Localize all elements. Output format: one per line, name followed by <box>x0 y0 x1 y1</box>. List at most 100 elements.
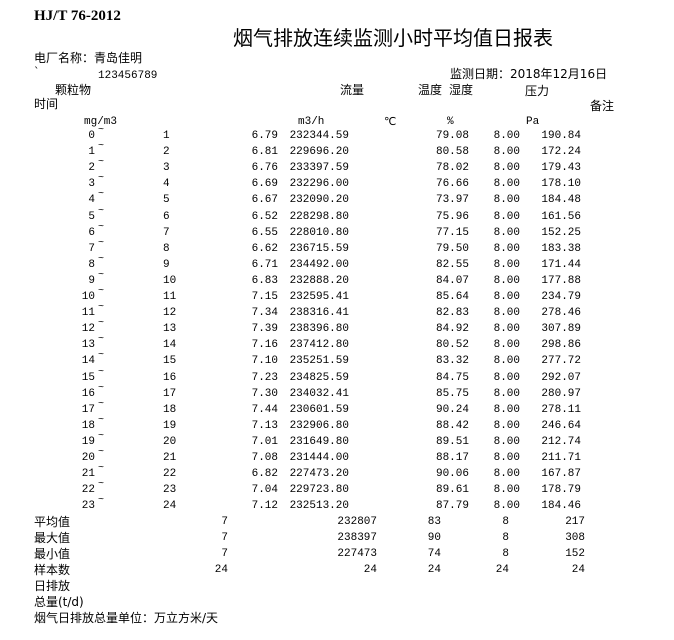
tilde-separator: ~ <box>98 382 105 394</box>
flow-value: 238316.41 <box>289 307 349 320</box>
tilde-separator: ~ <box>98 463 105 475</box>
humidity-value: 8.00 <box>493 258 520 271</box>
tilde-separator: ~ <box>98 189 105 201</box>
humidity-value: 8.00 <box>493 355 520 368</box>
temperature-value: 90.24 <box>435 403 469 416</box>
end-hour: 9 <box>163 258 170 271</box>
temperature-value: 84.07 <box>435 274 469 287</box>
temperature-value: 73.97 <box>435 194 469 207</box>
humidity-value: 8.00 <box>493 435 520 448</box>
pressure-value: 179.43 <box>541 162 581 175</box>
particulate-value: 6.83 <box>251 274 278 287</box>
summary-value: 24 <box>571 564 585 576</box>
tilde-separator: ~ <box>98 237 105 249</box>
humidity-value: 8.00 <box>493 452 520 464</box>
end-hour: 2 <box>163 146 170 159</box>
pressure-value: 171.44 <box>541 258 581 271</box>
end-hour: 17 <box>163 387 177 400</box>
temperature-value: 89.51 <box>435 435 469 448</box>
flow-value: 227473.20 <box>289 468 349 481</box>
flow-value: 228010.80 <box>289 226 349 239</box>
humidity-value: 8.00 <box>493 500 520 513</box>
unit-pressure: Pa <box>526 116 540 128</box>
flow-value: 236715.59 <box>289 242 349 255</box>
start-hour: 12 <box>81 323 95 336</box>
tilde-separator: ~ <box>98 205 105 217</box>
summary-value: 238397 <box>337 532 377 544</box>
monitoring-date: 监测日期：2018年12月16日 <box>450 67 608 81</box>
particulate-value: 7.13 <box>251 419 278 432</box>
start-hour: 3 <box>88 178 95 191</box>
humidity-value: 8.00 <box>493 387 520 400</box>
end-hour: 8 <box>163 242 170 255</box>
header-temperature: 温度 <box>418 83 443 97</box>
temperature-value: 87.79 <box>435 500 469 513</box>
flow-value: 232513.20 <box>289 500 349 513</box>
humidity-value: 8.00 <box>493 210 520 223</box>
humidity-value: 8.00 <box>493 371 520 384</box>
summary-value: 8 <box>502 516 509 528</box>
end-hour: 24 <box>163 500 177 513</box>
summary-value: 227473 <box>337 548 377 560</box>
temperature-value: 85.64 <box>435 291 469 303</box>
humidity-value: 8.00 <box>493 468 520 481</box>
end-hour: 13 <box>163 323 177 336</box>
pressure-value: 190.84 <box>541 130 581 142</box>
flow-value: 232344.59 <box>289 130 349 142</box>
pressure-value: 177.88 <box>541 274 581 287</box>
summary-value: 90 <box>427 532 441 544</box>
temperature-value: 80.52 <box>435 339 469 352</box>
pressure-value: 234.79 <box>541 291 581 303</box>
particulate-value: 7.04 <box>251 484 278 497</box>
summary-label: 样本数 <box>34 563 71 577</box>
daily-emission-label: 日排放 <box>34 579 71 593</box>
start-hour: 15 <box>81 371 95 384</box>
humidity-value: 8.00 <box>493 291 520 303</box>
flow-value: 232906.80 <box>289 419 349 432</box>
tilde-separator: ~ <box>98 141 105 153</box>
daily-emission-total-label: 总量(t/d) <box>34 595 84 609</box>
header-time: 时间 <box>34 97 59 111</box>
summary-value: 24 <box>363 564 377 576</box>
particulate-value: 7.44 <box>251 403 278 416</box>
end-hour: 4 <box>163 178 170 191</box>
particulate-value: 6.69 <box>251 178 278 191</box>
pressure-value: 307.89 <box>541 323 581 336</box>
end-hour: 1 <box>163 130 170 142</box>
end-hour: 10 <box>163 274 177 287</box>
end-hour: 19 <box>163 419 177 432</box>
start-hour: 23 <box>81 500 95 513</box>
end-hour: 21 <box>163 452 177 464</box>
end-hour: 5 <box>163 194 170 207</box>
tilde-separator: ~ <box>98 447 105 458</box>
header-particulate: 颗粒物 <box>55 83 92 97</box>
temperature-value: 90.06 <box>435 468 469 481</box>
end-hour: 3 <box>163 162 170 175</box>
tilde-separator: ~ <box>98 430 105 442</box>
header-humidity: 湿度 <box>449 83 474 97</box>
particulate-value: 7.12 <box>251 500 278 513</box>
tilde-separator: ~ <box>98 479 105 491</box>
humidity-value: 8.00 <box>493 162 520 175</box>
unit-flow: m3/h <box>298 116 325 128</box>
temperature-value: 88.17 <box>435 452 469 464</box>
temperature-value: 83.32 <box>435 355 469 368</box>
end-hour: 14 <box>163 339 177 352</box>
temperature-value: 78.02 <box>435 162 469 175</box>
pressure-value: 178.10 <box>541 178 581 191</box>
pressure-value: 167.87 <box>541 468 581 481</box>
pressure-value: 183.38 <box>541 242 581 255</box>
flue-gas-unit-note: 烟气日排放总量单位：万立方米/天 <box>34 611 219 625</box>
flow-value: 232595.41 <box>289 291 349 303</box>
humidity-value: 8.00 <box>493 419 520 432</box>
summary-value: 24 <box>427 564 441 576</box>
summary-value: 308 <box>565 532 585 544</box>
particulate-value: 6.71 <box>251 258 278 271</box>
flow-value: 235251.59 <box>289 355 349 368</box>
tilde-separator: ~ <box>98 221 105 233</box>
particulate-value: 7.30 <box>251 387 278 400</box>
start-hour: 4 <box>88 194 95 207</box>
start-hour: 19 <box>81 435 95 448</box>
pressure-value: 178.79 <box>541 484 581 497</box>
